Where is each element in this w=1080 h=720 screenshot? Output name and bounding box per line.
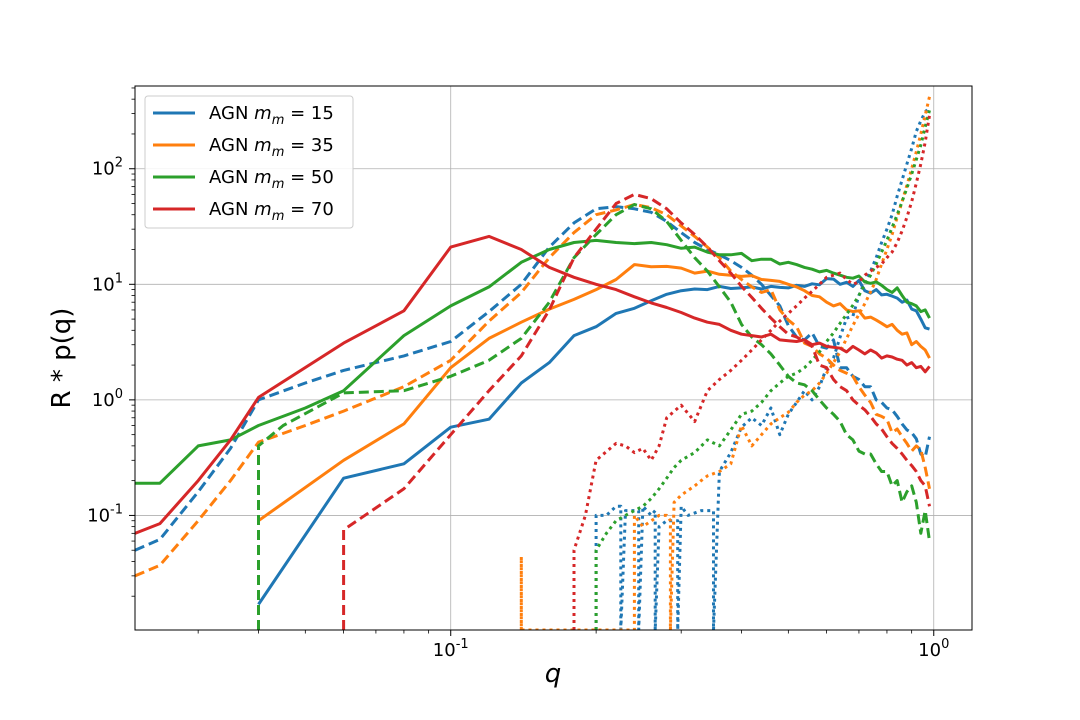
series-line-dashed — [257, 203, 931, 630]
minor-ticks — [131, 87, 913, 634]
series-line-dashed — [135, 205, 931, 552]
x-tick-label: 10-1 — [433, 637, 469, 661]
y-tick-label: 10-1 — [87, 502, 123, 526]
y-tick-label: 102 — [92, 156, 123, 180]
series-line-solid — [135, 234, 931, 535]
legend-box — [144, 95, 354, 229]
x-tick-label: 100 — [918, 637, 949, 661]
series-line-dashed — [135, 203, 931, 578]
legend-label: AGN mm = 15 — [209, 103, 334, 128]
y-tick-label: 100 — [92, 387, 123, 411]
grid — [135, 86, 972, 630]
plot-frame — [134, 85, 973, 631]
y-axis-label: R * p(q) — [47, 308, 77, 409]
y-tick-label: 101 — [92, 271, 123, 295]
major-ticks — [129, 168, 935, 636]
legend-label: AGN mm = 35 — [209, 135, 334, 160]
series-line-dotted — [572, 115, 931, 630]
legend-label: AGN mm = 50 — [209, 167, 334, 192]
series-line-dotted — [519, 96, 931, 630]
series-line-solid — [135, 238, 931, 485]
series-line-dashed — [342, 192, 931, 630]
series-line-dotted — [594, 106, 931, 630]
x-axis-label: q — [545, 659, 562, 689]
tick-labels: 10-1 100 10-1 100 101 102 — [87, 156, 949, 661]
series-line-dotted — [594, 110, 931, 630]
legend-label: AGN mm = 70 — [209, 199, 334, 224]
series-layer — [135, 96, 931, 630]
legend: AGN mm = 15 AGN mm = 35 AGN mm = 50 AGN mm … — [144, 95, 354, 229]
series-line-solid — [257, 263, 931, 522]
